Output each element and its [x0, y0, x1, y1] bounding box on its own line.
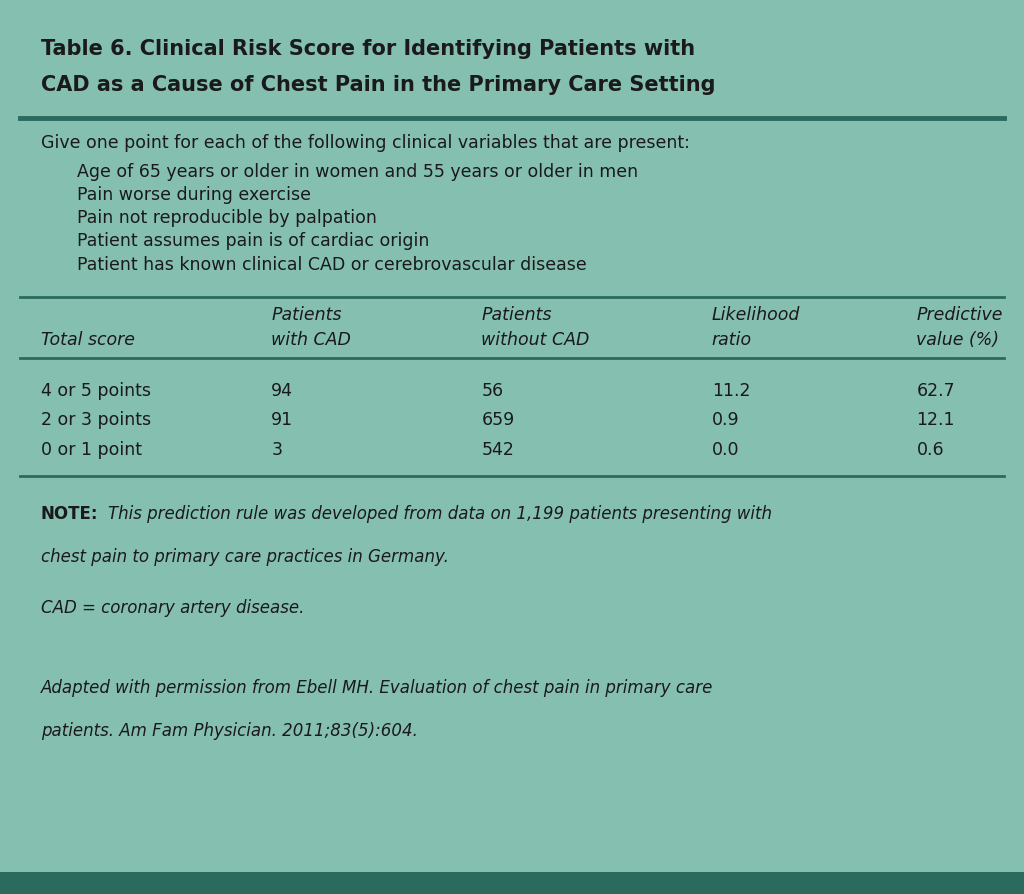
- Text: NOTE:: NOTE:: [41, 505, 98, 523]
- Text: Likelihood: Likelihood: [712, 306, 800, 324]
- Text: Patient assumes pain is of cardiac origin: Patient assumes pain is of cardiac origi…: [77, 232, 429, 250]
- Text: 4 or 5 points: 4 or 5 points: [41, 382, 151, 400]
- Text: CAD as a Cause of Chest Pain in the Primary Care Setting: CAD as a Cause of Chest Pain in the Prim…: [41, 75, 716, 95]
- Text: 2 or 3 points: 2 or 3 points: [41, 411, 152, 429]
- Text: ratio: ratio: [712, 331, 752, 349]
- Text: 0 or 1 point: 0 or 1 point: [41, 441, 142, 459]
- Text: Patients: Patients: [481, 306, 552, 324]
- Text: 91: 91: [271, 411, 294, 429]
- Text: Pain not reproducible by palpation: Pain not reproducible by palpation: [77, 209, 377, 227]
- Text: 12.1: 12.1: [916, 411, 955, 429]
- Text: 62.7: 62.7: [916, 382, 955, 400]
- Text: 0.9: 0.9: [712, 411, 739, 429]
- Text: Patients: Patients: [271, 306, 342, 324]
- Text: without CAD: without CAD: [481, 331, 590, 349]
- Text: chest pain to primary care practices in Germany.: chest pain to primary care practices in …: [41, 548, 449, 566]
- Text: Age of 65 years or older in women and 55 years or older in men: Age of 65 years or older in women and 55…: [77, 163, 638, 181]
- Text: Adapted with permission from Ebell MH. Evaluation of chest pain in primary care: Adapted with permission from Ebell MH. E…: [41, 679, 714, 697]
- Text: Give one point for each of the following clinical variables that are present:: Give one point for each of the following…: [41, 134, 690, 152]
- Text: Pain worse during exercise: Pain worse during exercise: [77, 186, 311, 204]
- Text: patients. Am Fam Physician. 2011;83(5):604.: patients. Am Fam Physician. 2011;83(5):6…: [41, 722, 418, 740]
- Text: Predictive: Predictive: [916, 306, 1002, 324]
- Text: value (%): value (%): [916, 331, 999, 349]
- Text: 0.0: 0.0: [712, 441, 739, 459]
- Text: Total score: Total score: [41, 331, 135, 349]
- Text: 542: 542: [481, 441, 514, 459]
- Text: 11.2: 11.2: [712, 382, 751, 400]
- Text: 94: 94: [271, 382, 293, 400]
- Text: 0.6: 0.6: [916, 441, 944, 459]
- Text: 659: 659: [481, 411, 514, 429]
- FancyBboxPatch shape: [0, 872, 1024, 894]
- Text: with CAD: with CAD: [271, 331, 351, 349]
- Text: Patient has known clinical CAD or cerebrovascular disease: Patient has known clinical CAD or cerebr…: [77, 256, 587, 274]
- Text: Table 6. Clinical Risk Score for Identifying Patients with: Table 6. Clinical Risk Score for Identif…: [41, 39, 695, 59]
- Text: 3: 3: [271, 441, 283, 459]
- Text: 56: 56: [481, 382, 504, 400]
- Text: This prediction rule was developed from data on 1,199 patients presenting with: This prediction rule was developed from …: [108, 505, 771, 523]
- Text: CAD = coronary artery disease.: CAD = coronary artery disease.: [41, 599, 304, 617]
